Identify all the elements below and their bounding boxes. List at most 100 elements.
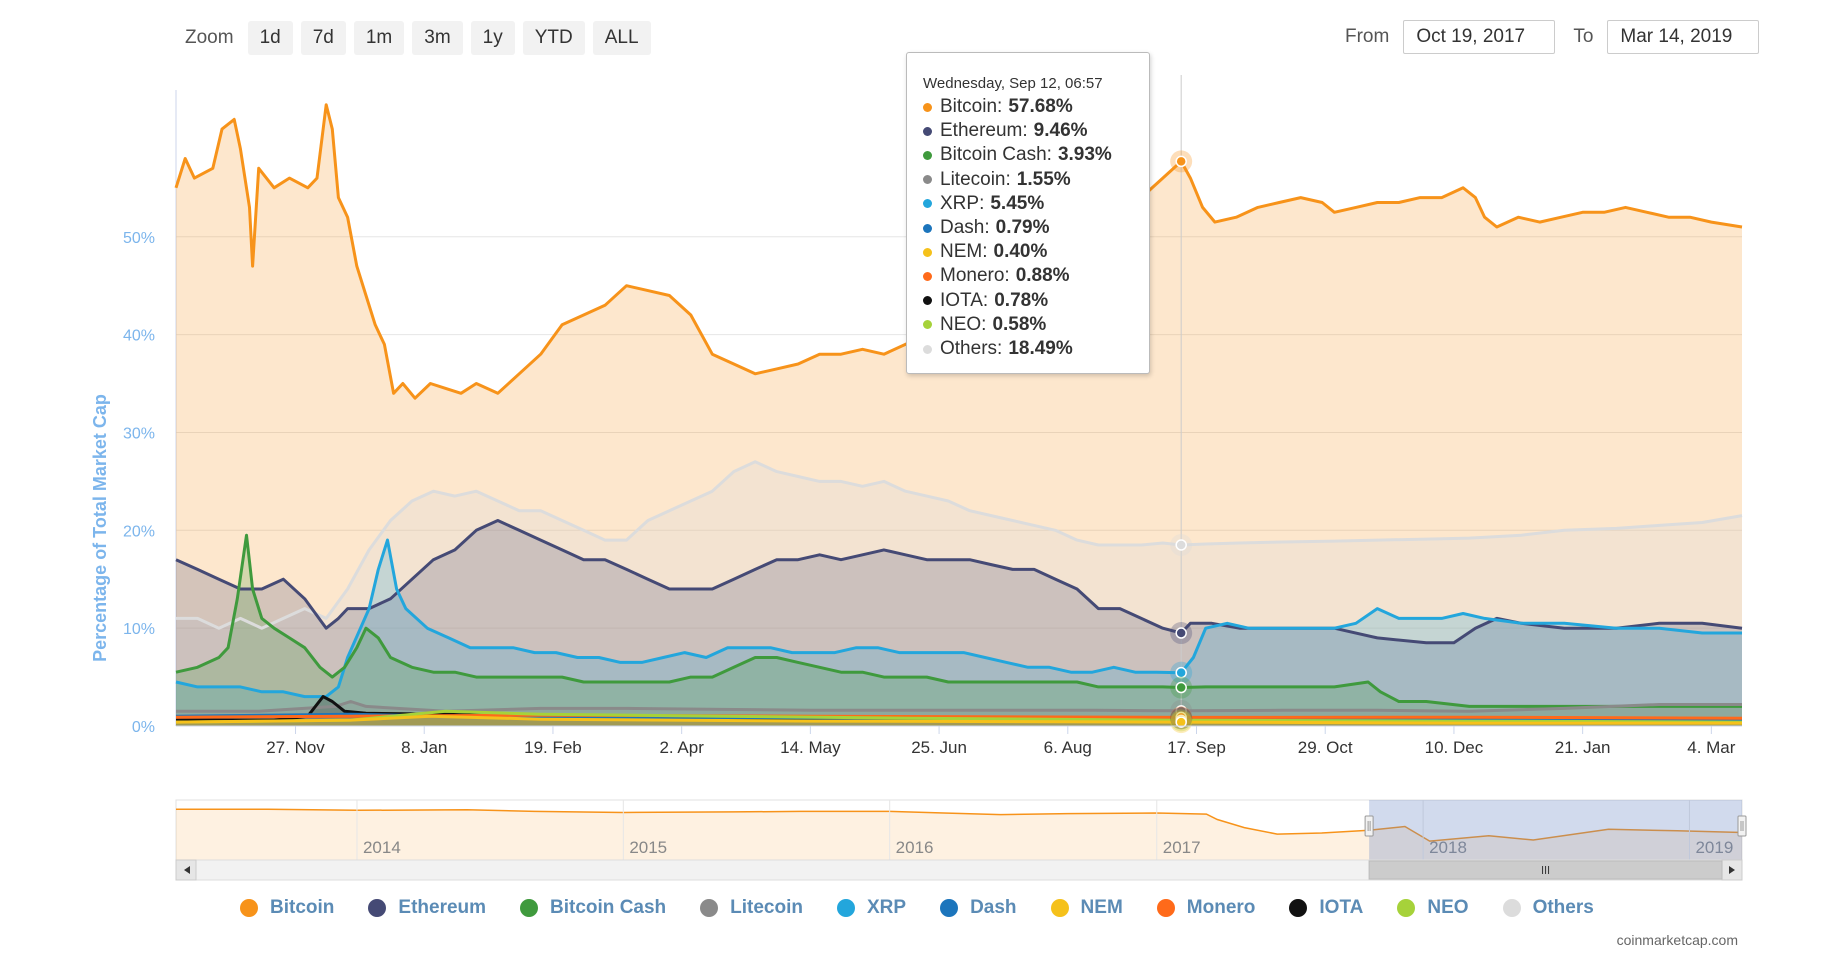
legend-item-nem[interactable]: NEM	[1050, 897, 1123, 919]
legend-item-others[interactable]: Others	[1502, 897, 1594, 919]
legend-item-neo[interactable]: NEO	[1397, 897, 1469, 919]
navigator-tick-label: 2019	[1695, 838, 1733, 857]
tooltip-series-name: Bitcoin:	[940, 96, 1003, 117]
tooltip-series-value: 0.40%	[993, 241, 1048, 263]
legend-dot-icon	[1502, 899, 1521, 917]
tooltip-series-value: 0.78%	[994, 289, 1049, 311]
x-tick-label: 27. Nov	[266, 738, 325, 757]
legend-dot-icon	[837, 899, 855, 917]
line-litecoin	[176, 700, 1742, 713]
legend-item-xrp[interactable]: XRP	[837, 897, 906, 919]
zoom-7d-button[interactable]: 7d	[300, 21, 346, 55]
tooltip-series-name: NEM:	[940, 241, 988, 263]
y-axis-title: Percentage of Total Market Cap	[90, 394, 110, 662]
x-tick-label: 29. Oct	[1298, 738, 1353, 757]
to-date-input[interactable]	[1607, 20, 1760, 54]
legend-dot-icon	[1289, 899, 1308, 917]
area-others	[176, 461, 1742, 726]
legend-label: Bitcoin Cash	[550, 897, 667, 918]
legend-item-bitcoin-cash[interactable]: Bitcoin Cash	[520, 897, 666, 919]
tooltip-series-name: Bitcoin Cash:	[940, 144, 1052, 166]
legend-dot-icon	[940, 899, 959, 917]
series-dot-icon	[923, 199, 932, 209]
tooltip-row: Bitcoin: 57.68%	[923, 95, 1133, 119]
tooltip: Wednesday, Sep 12, 06:57 Bitcoin: 57.68% E…	[906, 52, 1150, 374]
legend-label: Ethereum	[398, 897, 487, 918]
legend-dot-icon	[1050, 899, 1069, 917]
tooltip-row: Litecoin: 1.55%	[923, 168, 1133, 192]
zoom-label: Zoom	[185, 27, 234, 48]
tooltip-row: Bitcoin Cash: 3.93%	[923, 143, 1133, 167]
legend: Bitcoin Ethereum Bitcoin Cash Litecoin XRP Da…	[240, 897, 1594, 919]
zoom-ytd-button[interactable]: YTD	[522, 21, 585, 55]
navigator-right-handle[interactable]	[1737, 815, 1747, 837]
legend-label: Monero	[1186, 897, 1256, 918]
to-label: To	[1573, 26, 1594, 47]
x-tick-label: 6. Aug	[1044, 738, 1092, 757]
legend-item-monero[interactable]: Monero	[1156, 897, 1256, 919]
zoom-1m-button[interactable]: 1m	[353, 21, 405, 55]
legend-dot-icon	[700, 899, 719, 917]
tooltip-series-name: XRP:	[940, 192, 985, 214]
from-label: From	[1345, 26, 1390, 47]
legend-dot-icon	[240, 899, 258, 917]
x-tick-label: 8. Jan	[401, 738, 447, 757]
tooltip-time: Wednesday, Sep 12, 06:57	[923, 75, 1103, 92]
series-dot-icon	[923, 223, 932, 233]
navigator-left-handle[interactable]	[1364, 815, 1374, 837]
legend-dot-icon	[1156, 899, 1175, 917]
tooltip-series-value: 1.55%	[1016, 168, 1071, 190]
series-dot-icon	[923, 102, 932, 112]
x-tick-label: 17. Sep	[1167, 738, 1226, 757]
zoom-1y-button[interactable]: 1y	[470, 21, 515, 55]
navigator[interactable]: 2014 2015 2016 2017 2018 2019	[175, 799, 1747, 881]
zoom-bar: Zoom 1d 7d 1m 3m 1y YTD ALL	[185, 20, 651, 56]
zoom-all-button[interactable]: ALL	[592, 21, 651, 55]
legend-item-ethereum[interactable]: Ethereum	[368, 897, 486, 919]
marker-others	[1175, 539, 1187, 551]
legend-label: XRP	[867, 897, 907, 918]
area-ethereum	[176, 520, 1742, 726]
legend-item-litecoin[interactable]: Litecoin	[700, 897, 803, 919]
zoom-1d-button[interactable]: 1d	[247, 21, 293, 55]
marker-nem	[1175, 716, 1187, 728]
y-tick-label: 0%	[132, 719, 155, 736]
tooltip-series-name: Monero:	[940, 265, 1010, 287]
legend-item-dash[interactable]: Dash	[940, 897, 1017, 919]
legend-label: Dash	[970, 897, 1017, 918]
marker-bitcoin	[1175, 155, 1187, 168]
x-tick-label: 19. Feb	[524, 738, 582, 757]
marker-xrp	[1175, 666, 1187, 679]
marker-bitcoin-cash	[1175, 681, 1187, 694]
tooltip-series-value: 0.58%	[992, 313, 1047, 335]
navigator-tick-label: 2018	[1429, 838, 1467, 857]
series-dot-icon	[923, 272, 932, 282]
legend-dot-icon	[1397, 899, 1416, 917]
tooltip-series-name: Dash:	[940, 217, 990, 239]
navigator-tick-label: 2016	[896, 838, 934, 857]
from-date-input[interactable]	[1403, 20, 1556, 54]
marker-ethereum	[1175, 627, 1187, 639]
scroll-left-icon	[184, 866, 190, 874]
tooltip-row: NEM: 0.40%	[923, 240, 1133, 264]
y-tick-label: 20%	[123, 523, 155, 540]
scroll-right-icon	[1729, 866, 1735, 874]
navigator-tick-label: 2015	[629, 838, 667, 857]
x-tick-label: 21. Jan	[1555, 738, 1611, 757]
tooltip-series-value: 3.93%	[1057, 144, 1112, 166]
x-tick-label: 2. Apr	[659, 738, 704, 757]
tooltip-row: Monero: 0.88%	[923, 264, 1133, 288]
legend-label: Litecoin	[730, 897, 803, 918]
legend-item-iota[interactable]: IOTA	[1289, 897, 1363, 919]
tooltip-row: Others: 18.49%	[923, 337, 1133, 361]
zoom-3m-button[interactable]: 3m	[412, 21, 463, 55]
legend-item-bitcoin[interactable]: Bitcoin	[240, 897, 334, 919]
x-tick-label: 10. Dec	[1425, 738, 1484, 757]
credits[interactable]: coinmarketcap.com	[1616, 932, 1738, 948]
tooltip-series-value: 57.68%	[1008, 96, 1073, 117]
line-bitcoin-cash	[175, 533, 1742, 708]
series-dot-icon	[923, 320, 932, 330]
x-tick-label: 4. Mar	[1687, 738, 1736, 757]
series-dot-icon	[923, 247, 932, 257]
